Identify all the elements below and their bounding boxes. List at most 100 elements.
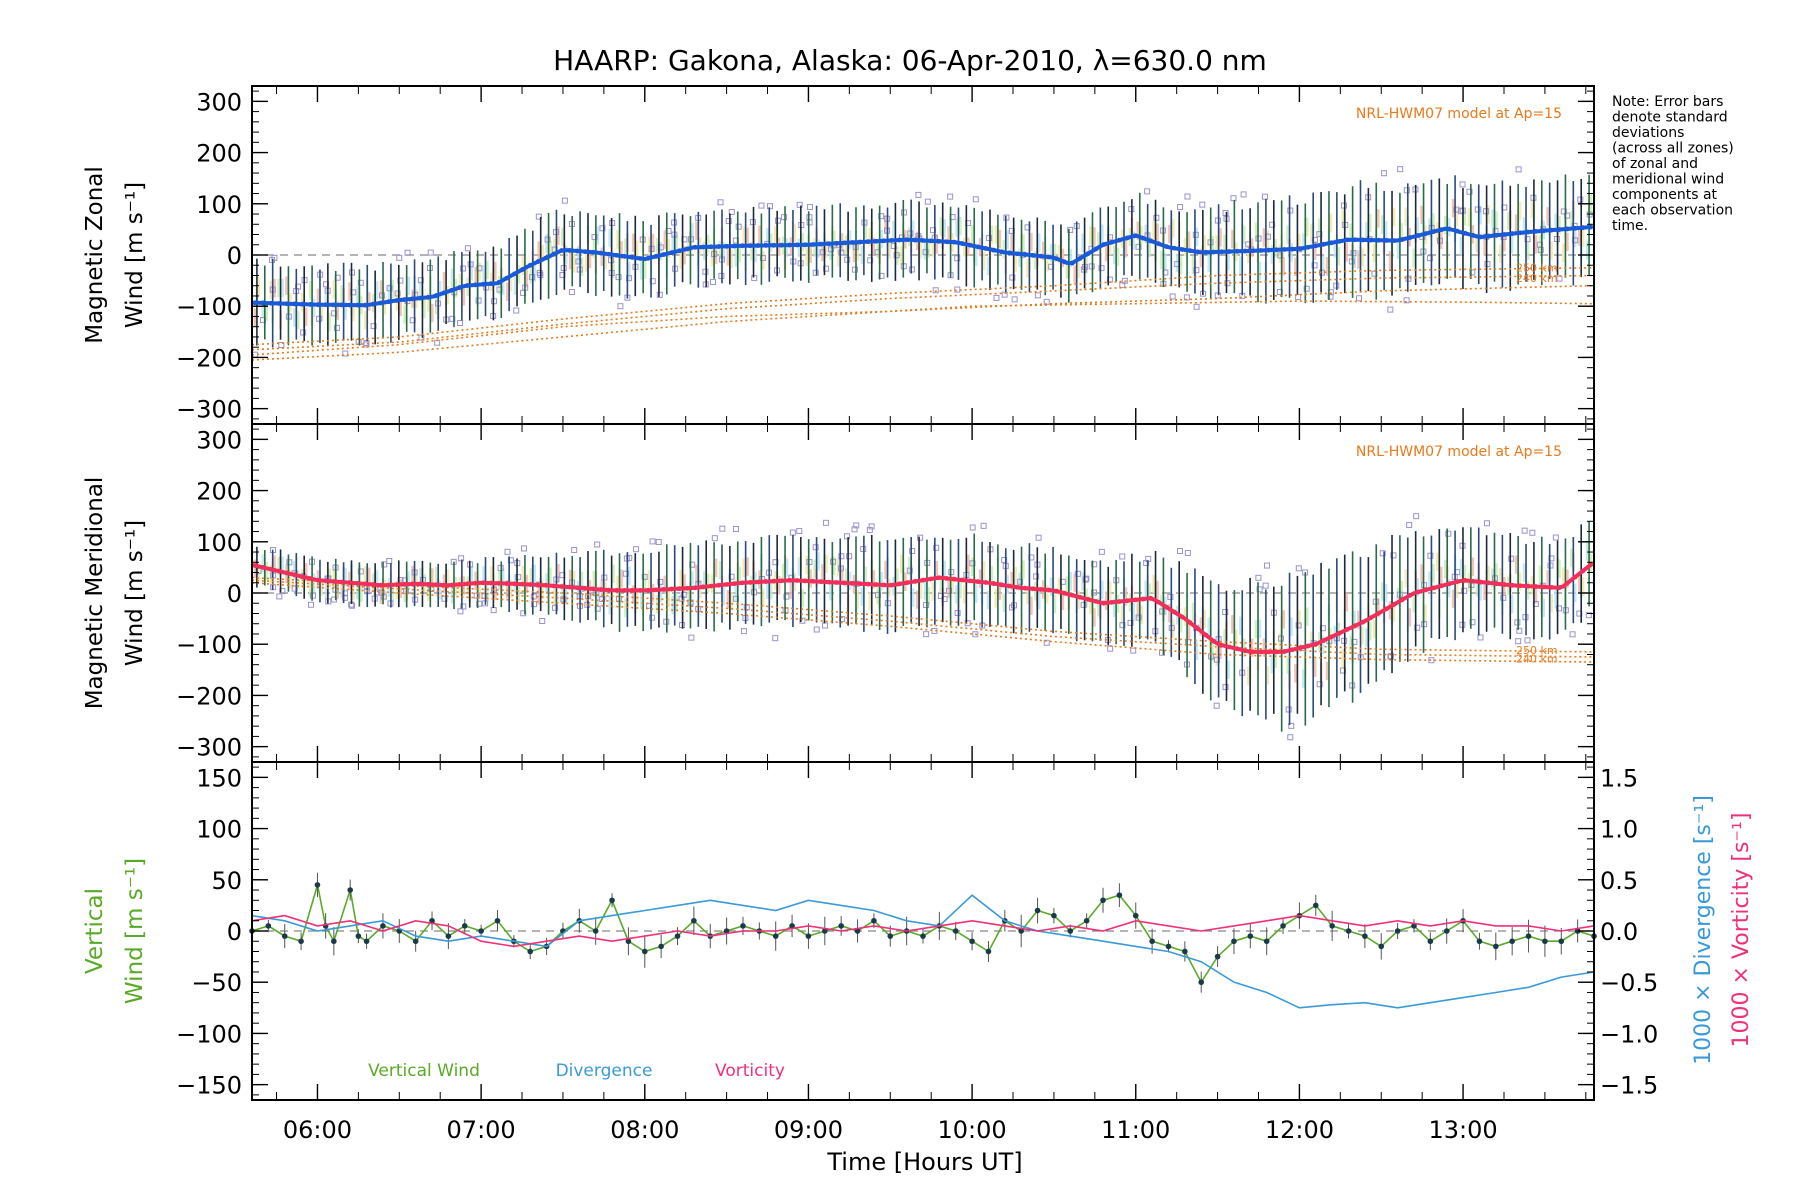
mean-wind-point xyxy=(842,580,847,586)
scatter-square xyxy=(878,213,885,220)
scatter-square xyxy=(909,547,916,554)
scatter-square xyxy=(308,601,315,608)
scatter-square xyxy=(993,294,1000,301)
mean-wind-point xyxy=(559,584,565,589)
mean-wind-point xyxy=(794,578,800,583)
vertical-point xyxy=(658,943,664,950)
scatter-square xyxy=(1466,188,1473,195)
scatter-square xyxy=(1184,193,1191,200)
scatter-square xyxy=(1074,570,1081,577)
scatter-square xyxy=(1569,631,1576,638)
scatter-square xyxy=(459,265,466,272)
mean-wind-point xyxy=(1069,592,1075,598)
scatter-square xyxy=(1222,684,1229,691)
vertical-point xyxy=(1394,928,1401,934)
scatter-square xyxy=(1277,252,1284,259)
scatter-square xyxy=(1295,622,1302,629)
scatter-square xyxy=(906,567,913,574)
scatter-square xyxy=(378,292,385,299)
scatter-square xyxy=(710,279,717,286)
mean-wind-point xyxy=(1038,253,1044,259)
scatter-square xyxy=(1269,221,1276,228)
mean-wind-point xyxy=(1289,647,1295,653)
y-tick-label: −100 xyxy=(176,1020,242,1048)
scatter-square xyxy=(520,610,527,617)
mean-wind-point xyxy=(1164,244,1169,250)
mean-wind-point xyxy=(1266,649,1272,655)
mean-wind-point xyxy=(928,576,934,582)
scatter-square xyxy=(1222,210,1229,217)
scatter-square xyxy=(1263,562,1270,569)
mean-wind-point xyxy=(339,302,345,308)
scatter-square xyxy=(1177,204,1184,211)
mean-wind-point xyxy=(1156,241,1162,247)
scatter-square xyxy=(781,214,788,221)
scatter-square xyxy=(1082,576,1089,583)
mean-wind-point xyxy=(967,242,973,248)
mean-wind-point xyxy=(1564,226,1570,232)
scatter-square xyxy=(1222,608,1229,615)
mean-wind-point xyxy=(747,243,753,249)
vertical-point xyxy=(281,933,288,939)
scatter-square xyxy=(1001,291,1008,298)
mean-wind-point xyxy=(920,577,926,583)
mean-wind-point xyxy=(1022,252,1028,257)
mean-wind-point xyxy=(1234,248,1240,254)
scatter-square xyxy=(1555,605,1562,612)
mean-wind-point xyxy=(1517,230,1523,236)
vertical-point xyxy=(1116,892,1123,898)
mean-wind-point xyxy=(300,301,305,307)
scatter-square xyxy=(1144,188,1151,195)
vertical-point xyxy=(1083,917,1090,924)
scatter-square xyxy=(1461,587,1468,594)
observations xyxy=(252,166,1593,358)
scatter-square xyxy=(812,269,819,276)
scatter-square xyxy=(1119,622,1126,629)
mean-wind-point xyxy=(386,582,392,588)
scatter-square xyxy=(615,274,622,281)
scatter-square xyxy=(823,265,830,272)
mean-wind-point xyxy=(1439,583,1444,589)
scatter-square xyxy=(504,548,511,555)
mean-wind-point xyxy=(904,580,910,586)
vertical-point xyxy=(1263,938,1270,945)
vertical-point xyxy=(1051,912,1057,919)
scatter-square xyxy=(844,256,851,263)
scatter-square xyxy=(357,568,364,575)
mean-wind-point xyxy=(826,579,832,585)
mean-wind-point xyxy=(897,237,902,243)
mean-wind-point xyxy=(716,244,722,249)
mean-wind-point xyxy=(1148,595,1154,601)
vertical-point xyxy=(1378,943,1385,950)
mean-wind-point xyxy=(1007,583,1012,589)
figure-title: HAARP: Gakona, Alaska: 06-Apr-2010, λ=63… xyxy=(553,44,1267,77)
vertical-point xyxy=(1427,938,1434,945)
scatter-square xyxy=(1011,296,1018,303)
legend-entry: Vertical Wind xyxy=(368,1061,480,1081)
mean-wind-point xyxy=(535,259,541,264)
mean-wind-point xyxy=(794,242,800,248)
scatter-square xyxy=(1356,295,1363,302)
mean-wind-point xyxy=(260,565,266,570)
mean-wind-point xyxy=(1454,228,1460,234)
mean-wind-point xyxy=(1439,227,1444,233)
mean-wind-point xyxy=(386,299,392,305)
scatter-square xyxy=(467,261,474,268)
mean-wind-point xyxy=(543,582,549,588)
mean-wind-point xyxy=(488,580,494,586)
y2-tick-label: 0.5 xyxy=(1600,867,1638,895)
mean-wind-point xyxy=(394,298,400,303)
scatter-square xyxy=(342,350,349,357)
x-tick-label: 06:00 xyxy=(283,1116,352,1144)
scatter-square xyxy=(571,547,578,554)
scatter-square xyxy=(1255,574,1262,581)
y-tick-label: 0 xyxy=(227,918,242,946)
mean-wind-point xyxy=(1470,578,1476,584)
scatter-square xyxy=(1483,520,1490,527)
y-axis-label-units: Wind [m s⁻¹] xyxy=(122,858,148,1004)
scatter-square xyxy=(702,268,709,275)
mean-wind-point xyxy=(1211,249,1217,255)
mean-wind-point xyxy=(1384,606,1389,612)
